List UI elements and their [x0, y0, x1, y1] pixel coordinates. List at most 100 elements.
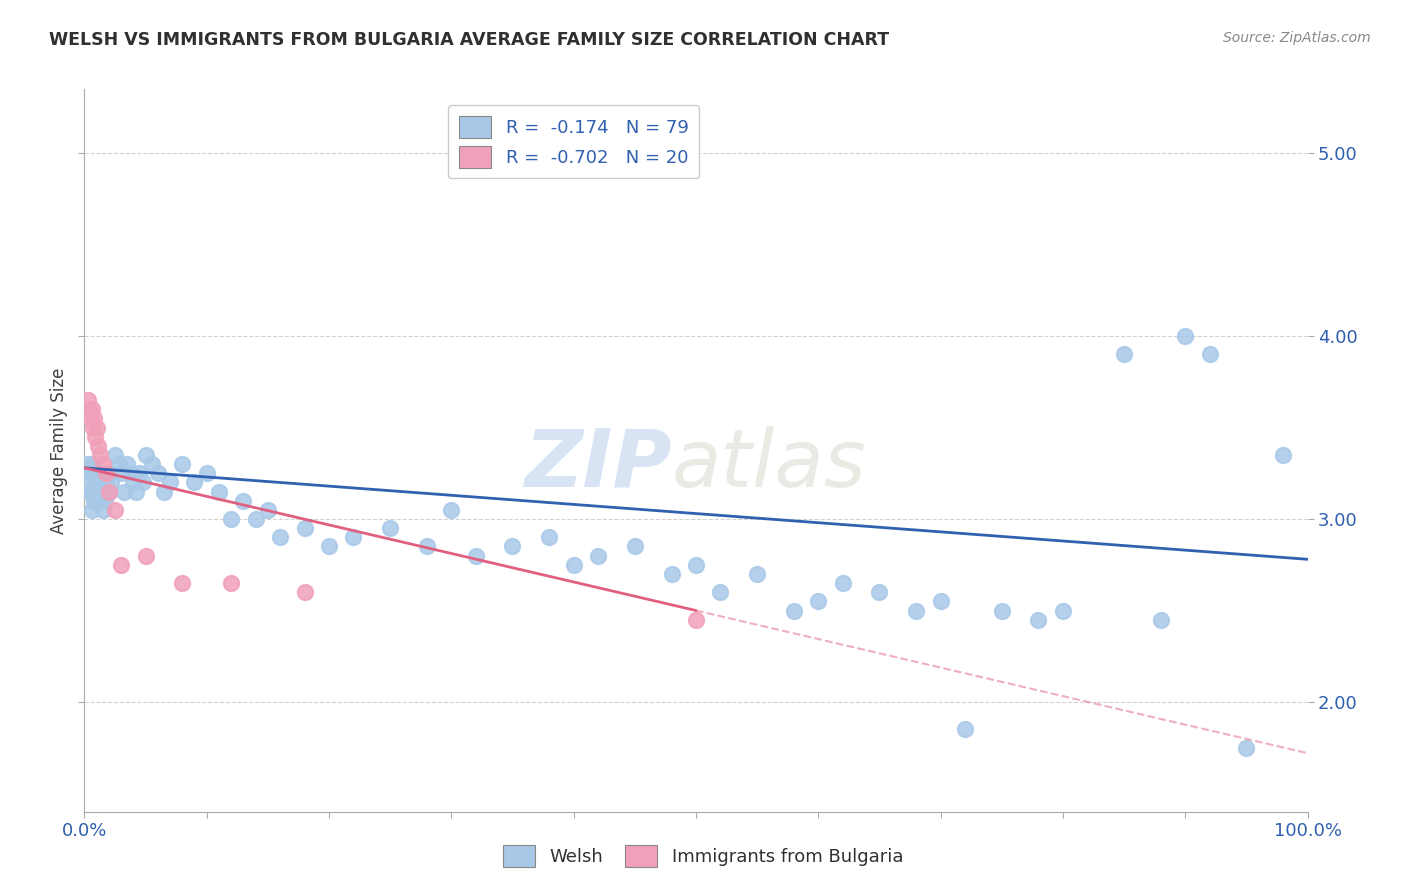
- Point: [747, 566, 769, 581]
- Point: [709, 585, 731, 599]
- Point: [232, 493, 254, 508]
- Point: [100, 475, 122, 490]
- Point: [87, 475, 110, 490]
- Point: [807, 594, 830, 608]
- Point: [141, 457, 163, 471]
- Legend: R =  -0.174   N = 79, R =  -0.702   N = 20: R = -0.174 N = 79, R = -0.702 N = 20: [449, 105, 699, 178]
- Point: [104, 448, 127, 462]
- Point: [96, 475, 118, 490]
- Point: [294, 521, 316, 535]
- Point: [84, 430, 107, 444]
- Point: [586, 549, 609, 563]
- Point: [929, 594, 952, 608]
- Point: [146, 467, 169, 481]
- Point: [90, 493, 112, 508]
- Point: [219, 512, 242, 526]
- Point: [183, 475, 205, 490]
- Point: [110, 467, 132, 481]
- Text: atlas: atlas: [672, 425, 866, 504]
- Point: [685, 613, 707, 627]
- Point: [172, 576, 194, 591]
- Point: [80, 503, 103, 517]
- Point: [685, 558, 707, 572]
- Point: [562, 558, 585, 572]
- Point: [783, 603, 806, 617]
- Point: [93, 484, 115, 499]
- Point: [905, 603, 928, 617]
- Point: [83, 467, 105, 481]
- Point: [380, 521, 402, 535]
- Point: [1272, 448, 1295, 462]
- Point: [91, 503, 114, 517]
- Point: [87, 439, 110, 453]
- Point: [122, 475, 145, 490]
- Point: [86, 493, 108, 508]
- Point: [128, 467, 150, 481]
- Point: [83, 493, 105, 508]
- Point: [208, 484, 231, 499]
- Legend: Welsh, Immigrants from Bulgaria: Welsh, Immigrants from Bulgaria: [495, 838, 911, 874]
- Point: [89, 484, 111, 499]
- Text: WELSH VS IMMIGRANTS FROM BULGARIA AVERAGE FAMILY SIZE CORRELATION CHART: WELSH VS IMMIGRANTS FROM BULGARIA AVERAG…: [49, 31, 890, 49]
- Point: [77, 402, 100, 417]
- Point: [110, 558, 132, 572]
- Point: [1174, 329, 1197, 343]
- Point: [159, 475, 181, 490]
- Point: [97, 467, 120, 481]
- Point: [120, 467, 142, 481]
- Point: [79, 411, 101, 425]
- Point: [172, 457, 194, 471]
- Point: [219, 576, 242, 591]
- Point: [1028, 613, 1050, 627]
- Point: [991, 603, 1014, 617]
- Point: [294, 585, 316, 599]
- Point: [440, 503, 463, 517]
- Point: [869, 585, 891, 599]
- Point: [624, 540, 647, 554]
- Point: [82, 457, 104, 471]
- Y-axis label: Average Family Size: Average Family Size: [49, 368, 67, 533]
- Point: [1052, 603, 1074, 617]
- Point: [86, 420, 108, 434]
- Point: [104, 503, 127, 517]
- Point: [464, 549, 486, 563]
- Point: [135, 448, 157, 462]
- Text: ZIP: ZIP: [524, 425, 672, 504]
- Point: [661, 566, 683, 581]
- Point: [83, 411, 105, 425]
- Text: Source: ZipAtlas.com: Source: ZipAtlas.com: [1223, 31, 1371, 45]
- Point: [87, 484, 110, 499]
- Point: [112, 484, 135, 499]
- Point: [831, 576, 853, 591]
- Point: [245, 512, 267, 526]
- Point: [97, 484, 120, 499]
- Point: [82, 484, 104, 499]
- Point: [89, 448, 111, 462]
- Point: [91, 457, 114, 471]
- Point: [953, 723, 976, 737]
- Point: [269, 530, 291, 544]
- Point: [79, 475, 101, 490]
- Point: [416, 540, 439, 554]
- Point: [195, 467, 218, 481]
- Point: [1150, 613, 1173, 627]
- Point: [502, 540, 524, 554]
- Point: [82, 420, 104, 434]
- Point: [538, 530, 561, 544]
- Point: [84, 475, 107, 490]
- Point: [80, 402, 103, 417]
- Point: [80, 467, 103, 481]
- Point: [318, 540, 340, 554]
- Point: [132, 475, 155, 490]
- Point: [94, 493, 117, 508]
- Point: [135, 549, 157, 563]
- Point: [153, 484, 176, 499]
- Point: [342, 530, 364, 544]
- Point: [86, 475, 108, 490]
- Point: [77, 457, 100, 471]
- Point: [1114, 347, 1136, 361]
- Point: [77, 393, 100, 408]
- Point: [77, 484, 100, 499]
- Point: [96, 467, 118, 481]
- Point: [257, 503, 280, 517]
